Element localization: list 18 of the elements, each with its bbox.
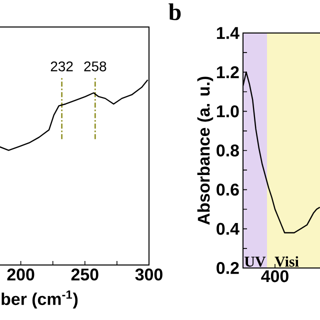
y-axis-title: Absorbance (a. u.) — [197, 76, 214, 225]
y-tick-label: 0.6 — [216, 184, 239, 196]
y-tick-label: 0.8 — [216, 144, 239, 156]
annotation: UV — [244, 256, 266, 267]
y-tick-label: 1.2 — [216, 66, 239, 78]
y-tick-label: 0.2 — [216, 262, 239, 274]
chart-title: b — [168, 3, 181, 20]
y-tick-label: 1.0 — [216, 105, 239, 118]
text: 400 — [261, 270, 288, 282]
x-tick-label: 250 — [71, 268, 98, 281]
y-tick-label: 0.4 — [216, 222, 240, 235]
x-tick-label: 300 — [135, 268, 162, 281]
y-tick-label: 1.4 — [216, 27, 240, 39]
annotation: Visi — [274, 256, 299, 267]
ref-line-label: 232 — [50, 61, 73, 72]
x-axis-title: ber (cm$^{-1}$) — [2, 290, 78, 308]
ref-line-label: 258 — [84, 61, 106, 72]
x-tick-label: 200 — [7, 268, 34, 281]
